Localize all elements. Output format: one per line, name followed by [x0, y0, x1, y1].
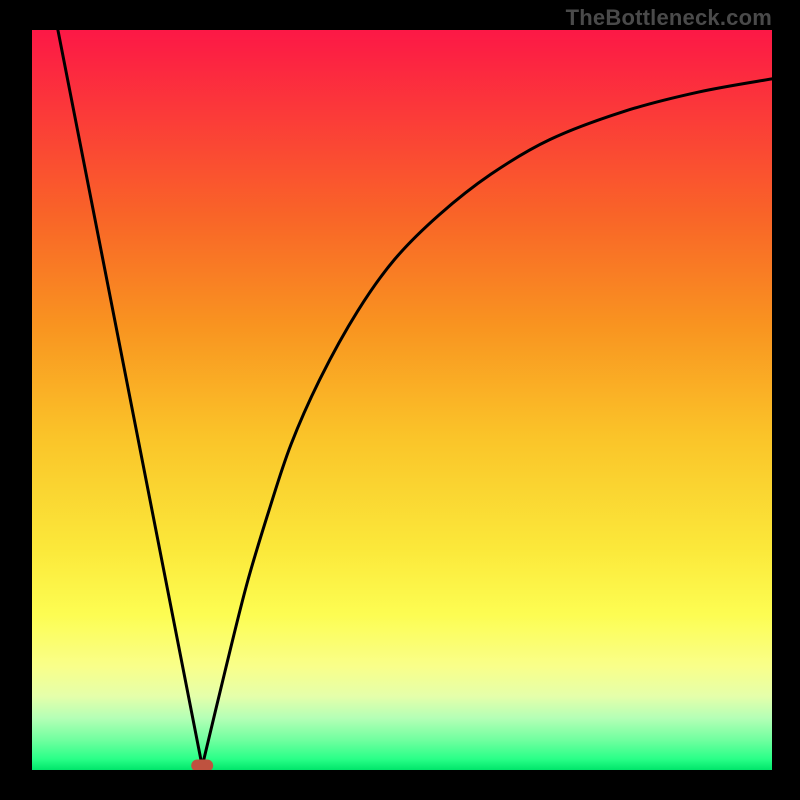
gradient-background	[32, 30, 772, 770]
minimum-marker	[191, 760, 213, 770]
plot-svg	[32, 30, 772, 770]
chart-canvas: TheBottleneck.com	[0, 0, 800, 800]
watermark-text: TheBottleneck.com	[566, 5, 772, 31]
plot-area	[32, 30, 772, 770]
